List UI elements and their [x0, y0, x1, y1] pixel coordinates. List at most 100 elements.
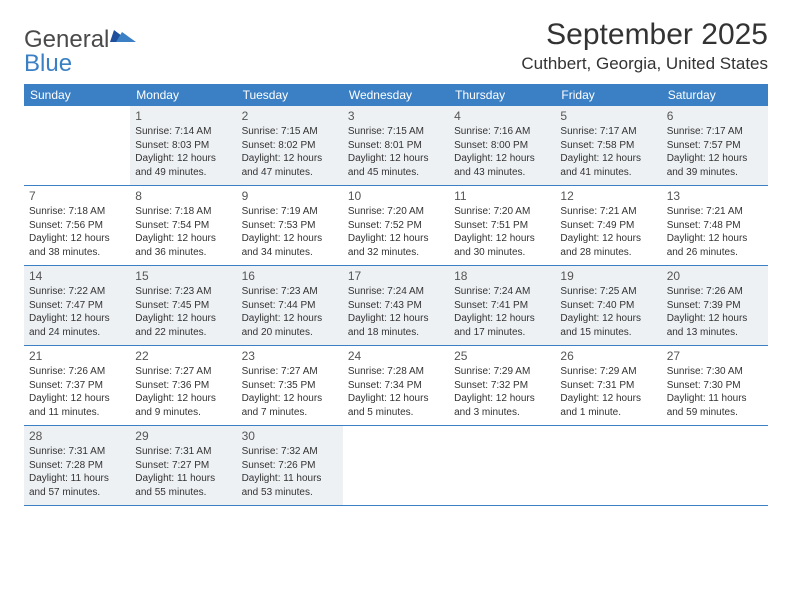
day-cell: 29 Sunrise: 7:31 AMSunset: 7:27 PMDayligh… — [130, 426, 236, 505]
day-cell: 28 Sunrise: 7:31 AMSunset: 7:28 PMDayligh… — [24, 426, 130, 505]
day-cell: 6Sunrise: 7:17 AMSunset: 7:57 PMDaylight… — [662, 106, 768, 185]
day-number: 24 — [348, 349, 444, 363]
day-number: 21 — [29, 349, 125, 363]
day-number: 11 — [454, 189, 550, 203]
day-number: 23 — [242, 349, 338, 363]
day-cell: 25 Sunrise: 7:29 AMSunset: 7:32 PMDayligh… — [449, 346, 555, 425]
day-info: Sunrise: 7:30 AMSunset: 7:30 PMDaylight:… — [667, 365, 763, 419]
week-row: 7 Sunrise: 7:18 AMSunset: 7:56 PMDaylight… — [24, 186, 768, 266]
day-number: 25 — [454, 349, 550, 363]
weekday-header: Tuesday — [237, 84, 343, 106]
day-number: 6 — [667, 109, 763, 123]
day-number: 28 — [29, 429, 125, 443]
day-cell: 2Sunrise: 7:15 AMSunset: 8:02 PMDaylight… — [237, 106, 343, 185]
day-info: Sunrise: 7:20 AMSunset: 7:52 PMDaylight:… — [348, 205, 444, 259]
day-cell: 17 Sunrise: 7:24 AMSunset: 7:43 PMDayligh… — [343, 266, 449, 345]
day-cell: 14 Sunrise: 7:22 AMSunset: 7:47 PMDayligh… — [24, 266, 130, 345]
day-number: 9 — [242, 189, 338, 203]
header: General Blue September 2025 Cuthbert, Ge… — [24, 18, 768, 76]
day-info: Sunrise: 7:24 AMSunset: 7:41 PMDaylight:… — [454, 285, 550, 339]
day-number: 15 — [135, 269, 231, 283]
day-cell: 15 Sunrise: 7:23 AMSunset: 7:45 PMDayligh… — [130, 266, 236, 345]
logo-text-wrap: General Blue — [24, 28, 136, 76]
calendar-grid: SundayMondayTuesdayWednesdayThursdayFrid… — [24, 84, 768, 506]
day-cell: 5 Sunrise: 7:17 AMSunset: 7:58 PMDaylight… — [555, 106, 661, 185]
day-cell: 27Sunrise: 7:30 AMSunset: 7:30 PMDayligh… — [662, 346, 768, 425]
day-info: Sunrise: 7:29 AMSunset: 7:32 PMDaylight:… — [454, 365, 550, 419]
day-number: 5 — [560, 109, 656, 123]
day-info: Sunrise: 7:15 AMSunset: 8:01 PMDaylight:… — [348, 125, 444, 179]
title-block: September 2025 Cuthbert, Georgia, United… — [521, 18, 768, 74]
day-cell: 12 Sunrise: 7:21 AMSunset: 7:49 PMDayligh… — [555, 186, 661, 265]
week-row: 21 Sunrise: 7:26 AMSunset: 7:37 PMDayligh… — [24, 346, 768, 426]
weekday-header: Monday — [130, 84, 236, 106]
day-info: Sunrise: 7:23 AMSunset: 7:45 PMDaylight:… — [135, 285, 231, 339]
day-number: 13 — [667, 189, 763, 203]
day-cell: 26Sunrise: 7:29 AMSunset: 7:31 PMDayligh… — [555, 346, 661, 425]
day-cell: 7 Sunrise: 7:18 AMSunset: 7:56 PMDaylight… — [24, 186, 130, 265]
day-number: 22 — [135, 349, 231, 363]
weekday-header-row: SundayMondayTuesdayWednesdayThursdayFrid… — [24, 84, 768, 106]
day-cell: 20Sunrise: 7:26 AMSunset: 7:39 PMDayligh… — [662, 266, 768, 345]
location-text: Cuthbert, Georgia, United States — [521, 54, 768, 74]
day-number: 30 — [242, 429, 338, 443]
day-number: 18 — [454, 269, 550, 283]
day-cell: 22 Sunrise: 7:27 AMSunset: 7:36 PMDayligh… — [130, 346, 236, 425]
day-number: 17 — [348, 269, 444, 283]
day-info: Sunrise: 7:24 AMSunset: 7:43 PMDaylight:… — [348, 285, 444, 339]
day-info: Sunrise: 7:16 AMSunset: 8:00 PMDaylight:… — [454, 125, 550, 179]
day-info: Sunrise: 7:31 AMSunset: 7:27 PMDaylight:… — [135, 445, 231, 499]
day-cell: 16 Sunrise: 7:23 AMSunset: 7:44 PMDayligh… — [237, 266, 343, 345]
day-info: Sunrise: 7:27 AMSunset: 7:35 PMDaylight:… — [242, 365, 338, 419]
day-number: 26 — [560, 349, 656, 363]
day-cell: 30 Sunrise: 7:32 AMSunset: 7:26 PMDayligh… — [237, 426, 343, 505]
day-info: Sunrise: 7:28 AMSunset: 7:34 PMDaylight:… — [348, 365, 444, 419]
day-info: Sunrise: 7:21 AMSunset: 7:49 PMDaylight:… — [560, 205, 656, 259]
day-cell: 3 Sunrise: 7:15 AMSunset: 8:01 PMDaylight… — [343, 106, 449, 185]
day-number: 14 — [29, 269, 125, 283]
day-info: Sunrise: 7:17 AMSunset: 7:58 PMDaylight:… — [560, 125, 656, 179]
day-number: 12 — [560, 189, 656, 203]
empty-cell — [24, 106, 130, 185]
day-info: Sunrise: 7:18 AMSunset: 7:54 PMDaylight:… — [135, 205, 231, 259]
brand-word1: General — [24, 26, 109, 53]
week-row: 28 Sunrise: 7:31 AMSunset: 7:28 PMDayligh… — [24, 426, 768, 506]
day-cell: 21 Sunrise: 7:26 AMSunset: 7:37 PMDayligh… — [24, 346, 130, 425]
day-cell: 10Sunrise: 7:20 AMSunset: 7:52 PMDayligh… — [343, 186, 449, 265]
day-cell: 1 Sunrise: 7:14 AMSunset: 8:03 PMDaylight… — [130, 106, 236, 185]
day-info: Sunrise: 7:32 AMSunset: 7:26 PMDaylight:… — [242, 445, 338, 499]
day-info: Sunrise: 7:26 AMSunset: 7:37 PMDaylight:… — [29, 365, 125, 419]
day-info: Sunrise: 7:14 AMSunset: 8:03 PMDaylight:… — [135, 125, 231, 179]
brand-word2: Blue — [24, 50, 72, 77]
day-cell: 23 Sunrise: 7:27 AMSunset: 7:35 PMDayligh… — [237, 346, 343, 425]
day-number: 16 — [242, 269, 338, 283]
empty-cell — [555, 426, 661, 505]
day-info: Sunrise: 7:21 AMSunset: 7:48 PMDaylight:… — [667, 205, 763, 259]
day-number: 1 — [135, 109, 231, 123]
weekday-header: Saturday — [662, 84, 768, 106]
day-info: Sunrise: 7:27 AMSunset: 7:36 PMDaylight:… — [135, 365, 231, 419]
day-number: 4 — [454, 109, 550, 123]
empty-cell — [662, 426, 768, 505]
day-number: 20 — [667, 269, 763, 283]
day-cell: 11Sunrise: 7:20 AMSunset: 7:51 PMDayligh… — [449, 186, 555, 265]
day-info: Sunrise: 7:31 AMSunset: 7:28 PMDaylight:… — [29, 445, 125, 499]
weekday-header: Friday — [555, 84, 661, 106]
flag-icon — [110, 28, 136, 48]
week-row: 1 Sunrise: 7:14 AMSunset: 8:03 PMDaylight… — [24, 106, 768, 186]
day-number: 8 — [135, 189, 231, 203]
day-number: 19 — [560, 269, 656, 283]
day-info: Sunrise: 7:22 AMSunset: 7:47 PMDaylight:… — [29, 285, 125, 339]
empty-cell — [449, 426, 555, 505]
day-number: 3 — [348, 109, 444, 123]
day-info: Sunrise: 7:18 AMSunset: 7:56 PMDaylight:… — [29, 205, 125, 259]
month-title: September 2025 — [521, 18, 768, 52]
day-cell: 24 Sunrise: 7:28 AMSunset: 7:34 PMDayligh… — [343, 346, 449, 425]
day-info: Sunrise: 7:25 AMSunset: 7:40 PMDaylight:… — [560, 285, 656, 339]
day-info: Sunrise: 7:23 AMSunset: 7:44 PMDaylight:… — [242, 285, 338, 339]
day-number: 7 — [29, 189, 125, 203]
day-cell: 19 Sunrise: 7:25 AMSunset: 7:40 PMDayligh… — [555, 266, 661, 345]
week-row: 14 Sunrise: 7:22 AMSunset: 7:47 PMDayligh… — [24, 266, 768, 346]
day-info: Sunrise: 7:15 AMSunset: 8:02 PMDaylight:… — [242, 125, 338, 179]
day-number: 29 — [135, 429, 231, 443]
